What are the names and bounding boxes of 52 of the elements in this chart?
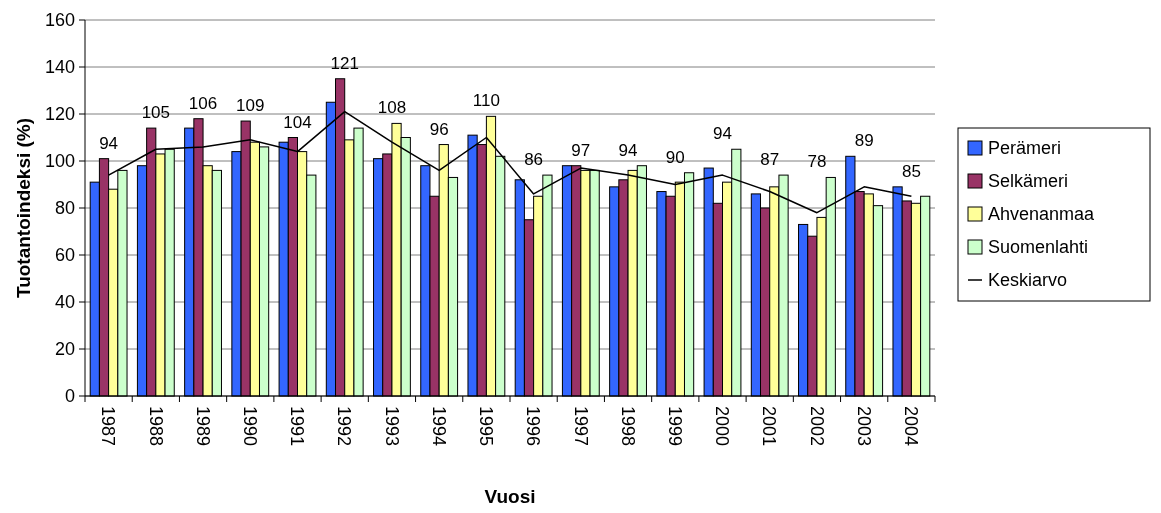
data-label: 94 xyxy=(99,133,119,153)
legend-label: Suomenlahti xyxy=(988,237,1089,258)
legend-label: Ahvenanmaa xyxy=(988,204,1096,225)
x-tick-label: 1989 xyxy=(192,406,213,447)
data-label: 89 xyxy=(854,131,874,151)
x-tick-label: 1988 xyxy=(145,406,166,447)
y-tick-label: 100 xyxy=(44,151,75,172)
x-tick-label: 1992 xyxy=(334,406,355,447)
x-tick-label: 2001 xyxy=(759,406,780,447)
data-label: 97 xyxy=(571,140,591,160)
data-label: 85 xyxy=(901,161,921,181)
y-tick-label: 140 xyxy=(44,57,75,78)
legend-label: Perämeri xyxy=(988,138,1062,159)
data-label: 78 xyxy=(807,152,827,172)
data-label: 110 xyxy=(472,91,500,111)
x-tick-label: 1996 xyxy=(523,406,544,447)
y-axis-title: Tuotantoindeksi (%) xyxy=(13,117,34,299)
x-axis-title: Vuosi xyxy=(484,486,536,507)
x-tick-label: 1987 xyxy=(98,406,119,447)
x-tick-label: 2004 xyxy=(901,406,922,447)
x-tick-label: 1994 xyxy=(428,406,449,447)
x-tick-label: 1998 xyxy=(617,406,638,447)
legend-label: Keskiarvo xyxy=(988,270,1068,291)
legend-label: Selkämeri xyxy=(988,171,1069,192)
y-tick-label: 0 xyxy=(64,386,75,407)
x-tick-label: 1995 xyxy=(476,406,497,447)
data-label: 106 xyxy=(188,93,218,113)
x-tick-label: 1997 xyxy=(570,406,591,447)
x-tick-label: 2002 xyxy=(806,406,827,447)
x-tick-label: 1999 xyxy=(664,406,685,447)
x-tick-label: 2000 xyxy=(712,406,733,447)
data-label: 90 xyxy=(665,147,685,167)
x-tick-label: 2003 xyxy=(853,406,874,447)
data-label: 121 xyxy=(330,53,359,73)
y-tick-label: 120 xyxy=(44,104,75,125)
data-label: 108 xyxy=(377,98,407,118)
data-label: 86 xyxy=(524,150,544,170)
y-tick-label: 40 xyxy=(54,292,75,313)
data-label: 96 xyxy=(429,119,449,139)
y-tick-label: 80 xyxy=(54,198,75,219)
y-tick-label: 60 xyxy=(54,245,75,266)
data-label: 87 xyxy=(760,150,780,170)
y-tick-label: 160 xyxy=(44,10,75,31)
data-label: 94 xyxy=(713,124,732,144)
x-tick-label: 1993 xyxy=(381,406,402,447)
data-label: 94 xyxy=(618,140,638,160)
y-tick-label: 20 xyxy=(54,339,75,360)
data-label: 109 xyxy=(236,96,265,116)
x-tick-label: 1991 xyxy=(287,406,308,447)
data-label: 104 xyxy=(283,112,312,132)
data-label: 105 xyxy=(141,103,171,123)
x-tick-label: 1990 xyxy=(239,406,260,447)
